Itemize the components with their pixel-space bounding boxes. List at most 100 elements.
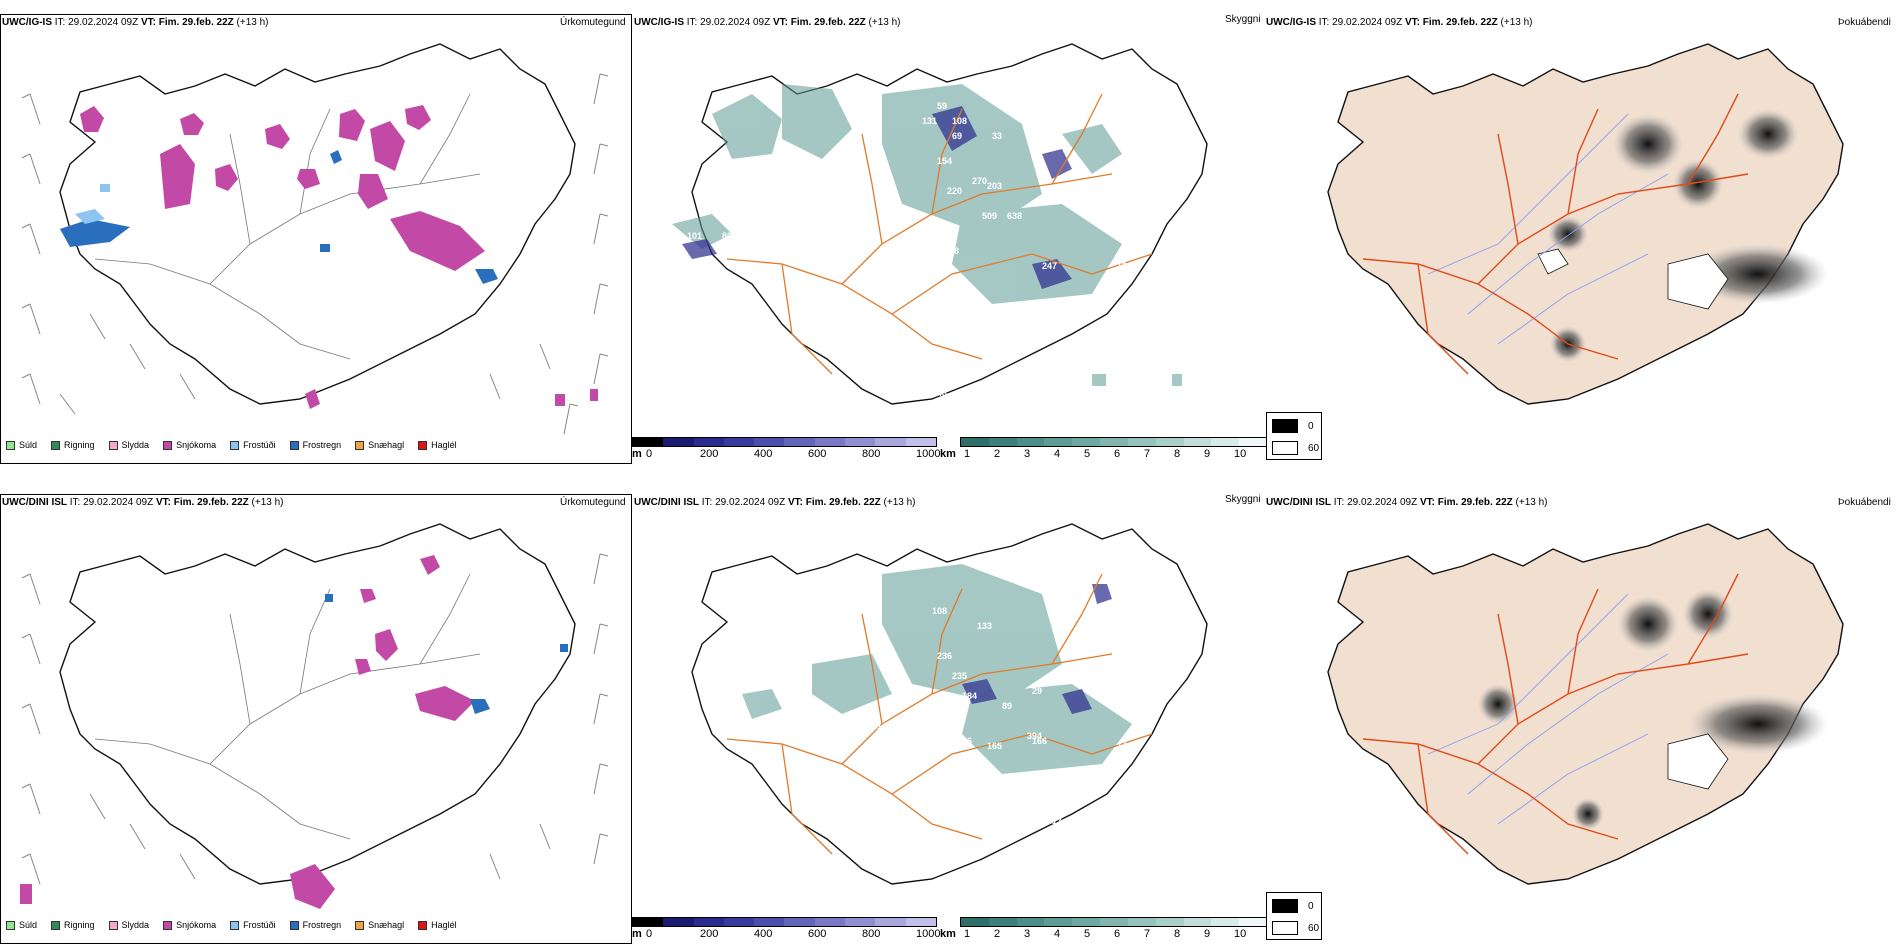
colorbar-meters-segment	[905, 918, 936, 926]
colorbar-meters-segment	[633, 918, 664, 926]
coastline	[59, 523, 576, 885]
precip-legend-item: Snjókoma	[163, 440, 216, 450]
precip-legend-label: Slydda	[121, 920, 150, 930]
colorbar-km-tick: 10	[1234, 448, 1247, 460]
vt-label: VT:	[1404, 17, 1420, 28]
cloud-value-label: 18	[992, 311, 1002, 321]
fog-legend-top: 0 60	[1266, 412, 1322, 460]
colorbar-km-unit: km	[940, 448, 956, 460]
precip-legend-item: Snæhagl	[355, 440, 404, 450]
colorbar-meters-segment	[693, 918, 724, 926]
colorbar-bottom: m 0 200 400 600 800 1000 km 1 2 3 4 5 6 7 8 9 10	[632, 917, 1268, 941]
colorbar-meters-tick: 800	[862, 448, 881, 460]
panel-title-cloud-top: Skyggni	[1225, 14, 1261, 25]
roads	[1362, 93, 1749, 375]
colorbar-meters-segment	[784, 438, 815, 446]
cloud-value-label: 220	[947, 186, 962, 196]
panel-title-precip-bottom: Úrkomutegund	[560, 497, 626, 508]
precip-legend-label: Frostregn	[302, 920, 342, 930]
precip-legend-item: Rigning	[51, 440, 95, 450]
cloud-value-label: 147	[937, 231, 952, 241]
colorbar-meters-segment	[875, 438, 906, 446]
cloud-value-label: 243	[932, 388, 947, 398]
header-precip-bottom: UWC/DINI ISL IT: 29.02.2024 09Z VT: Fim.…	[2, 497, 284, 509]
colorbar-meters-tick: 1000	[916, 928, 941, 940]
colorbar-km-segment	[1183, 918, 1212, 926]
colorbar-meters-segment	[784, 918, 815, 926]
fog-map-svg-top	[1327, 43, 1844, 405]
precip-legend-swatch	[230, 440, 240, 450]
precip-legend-swatch	[418, 920, 428, 930]
vt-label: VT:	[772, 17, 788, 28]
colorbar-km-segment	[1044, 438, 1073, 446]
precip-legend-item: Slydda	[108, 920, 150, 930]
fog-map-top	[1268, 14, 1900, 464]
colorbar-km-tick: 9	[1204, 928, 1211, 940]
cloud-value-label: 101	[687, 231, 702, 241]
colorbar-meters-segment	[814, 918, 846, 926]
lead-time: (+13 h)	[880, 497, 916, 508]
colorbar-meters-tick: 800	[862, 928, 881, 940]
precip-legend-item: Slydda	[108, 440, 149, 450]
fog-legend-row-0: 0	[1272, 899, 1314, 913]
header-cloud-top: UWC/IG-IS IT: 29.02.2024 09Z VT: Fim. 29…	[634, 17, 901, 29]
colorbar-km-tick: 7	[1144, 928, 1151, 940]
colorbar-km-segment	[1072, 918, 1101, 926]
colorbar-meters-tick: 0	[646, 928, 653, 940]
cloud-value-label: 108	[932, 606, 947, 616]
fog-legend-value-0: 0	[1308, 900, 1314, 912]
fog-map-bottom	[1268, 494, 1900, 944]
roads	[726, 93, 1153, 375]
fog-legend-bottom: 0 60	[1266, 892, 1322, 940]
precip-legend-item: Rigning	[51, 920, 95, 930]
model-name: UWC/IG-IS	[634, 17, 684, 28]
colorbar-meters	[632, 437, 937, 447]
colorbar-km-segment	[1016, 918, 1045, 926]
colorbar-km-tick: 10	[1234, 928, 1247, 940]
cloud-value-label: 138	[944, 246, 959, 256]
precip-legend-item: Súld	[6, 440, 37, 450]
precip-legend-swatch	[163, 920, 173, 930]
low-cloud-base	[682, 106, 1072, 289]
cloud-map-top: 108 101 80 176 310 96 59 108 131 69 154 220 270 203 33…	[632, 14, 1266, 464]
glaciers	[1537, 248, 1729, 310]
fog-legend-swatch-black	[1272, 419, 1298, 433]
fog-dark-zones	[1548, 109, 1828, 362]
precip-legend-swatch	[51, 440, 61, 450]
cloud-value-label: 29	[1032, 686, 1042, 696]
cloud-value-label: 509	[982, 211, 997, 221]
precip-legend-item: Haglél	[418, 920, 457, 930]
cloud-value-label: 16	[962, 736, 972, 746]
colorbar-km-tick: 9	[1204, 448, 1211, 460]
cloud-value-label: 108	[952, 116, 967, 126]
precip-legend-top: Súld Rigning Slydda Snjókoma Frostúði Frostre…	[6, 440, 457, 450]
precip-legend-label: Haglél	[431, 440, 457, 450]
colorbar-meters-tick: 200	[700, 448, 719, 460]
cloud-value-label: 133	[977, 621, 992, 631]
colorbar-meters-segment	[663, 918, 694, 926]
vt-label: VT:	[1419, 497, 1435, 508]
valid-time: Fim. 29.feb. 22Z	[1419, 17, 1498, 28]
colorbar-km-tick: 2	[994, 928, 1001, 940]
precip-legend-swatch	[289, 440, 299, 450]
colorbar-meters-tick: 600	[808, 448, 827, 460]
precip-legend-bottom: Súld Rigning Slydda Snjókoma Frostúði Frostre…	[6, 920, 457, 930]
header-fog-bottom: UWC/DINI ISL IT: 29.02.2024 09Z VT: Fim.…	[1266, 497, 1548, 509]
colorbar-km-segment	[1155, 438, 1184, 446]
colorbar-meters	[632, 917, 937, 927]
colorbar-meters-segment	[905, 438, 936, 446]
colorbar-km-segment	[1044, 918, 1073, 926]
colorbar-meters-unit: m	[632, 448, 642, 460]
cloud-value-label: 101	[1117, 261, 1132, 271]
lead-time: (+13 h)	[1497, 17, 1533, 28]
wind-barbs	[21, 553, 609, 885]
model-name: UWC/DINI ISL	[1266, 497, 1331, 508]
wind-barbs	[21, 73, 609, 435]
colorbar-km-tick: 4	[1054, 448, 1061, 460]
colorbar-top: m 0 200 400 600 800 1000 km 1 2 3 4 5 6 7 8 9 10	[632, 437, 1268, 461]
panel-title-fog-top: Þokuábendi	[1838, 17, 1891, 28]
precip-legend-swatch	[289, 920, 299, 930]
colorbar-km-tick: 5	[1084, 928, 1091, 940]
